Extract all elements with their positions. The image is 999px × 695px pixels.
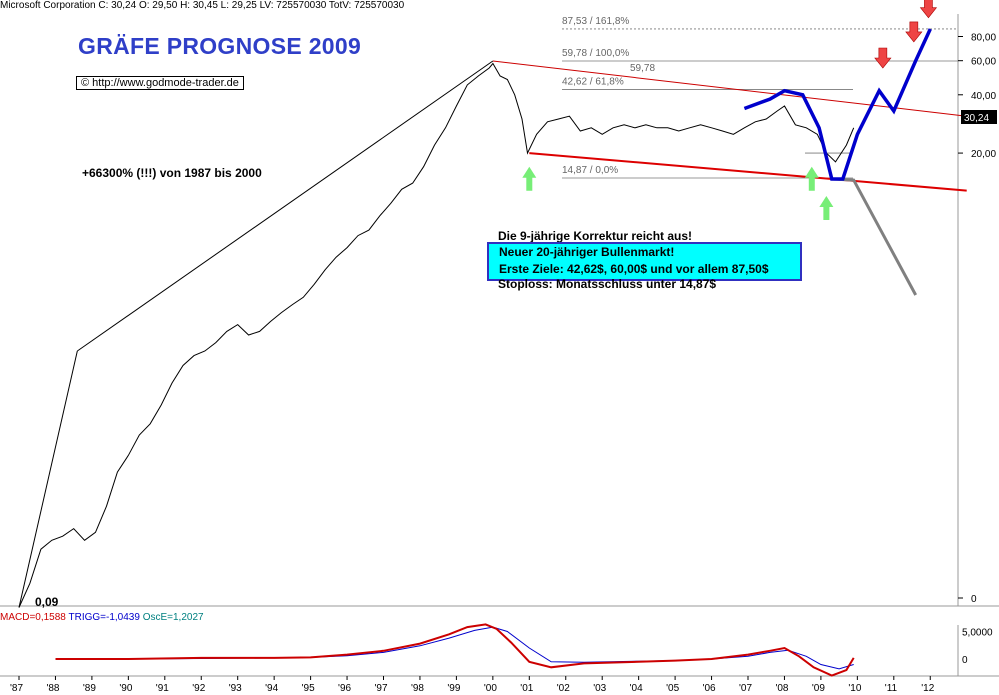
x-tick-label: '94 (265, 683, 278, 694)
note-stoploss: Stoploss: Monatsschluss unter 14,87$ (498, 277, 717, 291)
x-tick-label: '04 (630, 683, 643, 694)
macd-tick-label: 0 (962, 655, 968, 666)
copyright-link[interactable]: © http://www.godmode-trader.de (76, 76, 244, 90)
x-tick-label: '91 (156, 683, 169, 694)
x-tick-label: '00 (484, 683, 497, 694)
note-targets: Erste Ziele: 42,62$, 60,00$ und vor alle… (499, 262, 769, 276)
macd-line (55, 623, 855, 677)
x-tick-label: '98 (411, 683, 424, 694)
x-tick-label: '99 (447, 683, 460, 694)
x-tick-label: '96 (338, 683, 351, 694)
x-tick-label: '92 (192, 683, 205, 694)
x-tick-label: '08 (775, 683, 788, 694)
macd-trigger-line (55, 626, 854, 670)
trendline (77, 60, 494, 352)
x-tick-label: '02 (557, 683, 570, 694)
down-arrow (905, 21, 923, 43)
x-tick-label: '95 (302, 683, 315, 694)
macd-tick-label: 5,0000 (962, 628, 993, 639)
trendline (492, 60, 967, 117)
x-tick-label: '11 (885, 683, 898, 694)
bear-scenario-path (831, 177, 918, 296)
current-price-marker: 30,24 (961, 110, 997, 124)
x-tick-label: '89 (83, 683, 96, 694)
x-tick-label: '97 (375, 683, 388, 694)
trendline (18, 350, 78, 608)
x-tick-label: '12 (921, 683, 934, 694)
note-bull-market: Neuer 20-jähriger Bullenmarkt! (499, 245, 675, 259)
x-tick-label: '07 (739, 683, 752, 694)
x-tick-label: '88 (46, 683, 59, 694)
y-tick-label: 20,00 (971, 149, 996, 160)
price-series-line (18, 62, 855, 608)
x-tick-label: '87 (10, 683, 23, 694)
y-tick-label: 0 (971, 594, 977, 605)
macd-legend-trigg: TRIGG=-1,0439 (68, 612, 140, 623)
x-tick-label: '09 (812, 683, 825, 694)
x-tick-label: '06 (703, 683, 716, 694)
trendline (529, 152, 967, 192)
y-tick-label: 40,00 (971, 91, 996, 102)
up-arrow (819, 196, 834, 221)
chart-title: GRÄFE PROGNOSE 2009 (78, 33, 362, 59)
up-arrow (522, 166, 537, 191)
chart-header: Microsoft Corporation C: 30,24 O: 29,50 … (0, 0, 405, 11)
x-tick-label: '10 (848, 683, 861, 694)
x-tick-label: '93 (229, 683, 242, 694)
up-arrow (804, 166, 819, 191)
x-tick-label: '90 (119, 683, 132, 694)
macd-legend: MACD=0,1588 TRIGG=-1,0439 OscE=1,2027 (0, 612, 204, 623)
fib-level-label: 14,87 / 0,0% (562, 165, 618, 176)
macd-legend-osc: OscE=1,2027 (142, 612, 204, 623)
macd-legend-macd: MACD=0,1588 (0, 612, 66, 623)
forecast-path (743, 28, 932, 181)
y-tick-label: 60,00 (971, 57, 996, 68)
all-time-low-label: 0,09 (35, 595, 59, 609)
fib-level-right-label: 59,78 (630, 63, 655, 74)
fib-level-label: 59,78 / 100,0% (562, 48, 629, 59)
fib-level-label: 42,62 / 61,8% (562, 76, 624, 87)
down-arrow (874, 47, 892, 69)
fib-level-label: 87,53 / 161,8% (562, 16, 629, 27)
x-tick-label: '01 (520, 683, 533, 694)
current-price-label: 30,24 (964, 113, 989, 124)
highlight-box: Neuer 20-jähriger Bullenmarkt! Erste Zie… (487, 242, 802, 281)
y-tick-label: 80,00 (971, 32, 996, 43)
note-correction: Die 9-jährige Korrektur reicht aus! (498, 229, 693, 243)
x-tick-label: '03 (593, 683, 606, 694)
x-tick-label: '05 (666, 683, 679, 694)
gain-annotation: +66300% (!!!) von 1987 bis 2000 (82, 166, 262, 180)
down-arrow (919, 0, 938, 19)
